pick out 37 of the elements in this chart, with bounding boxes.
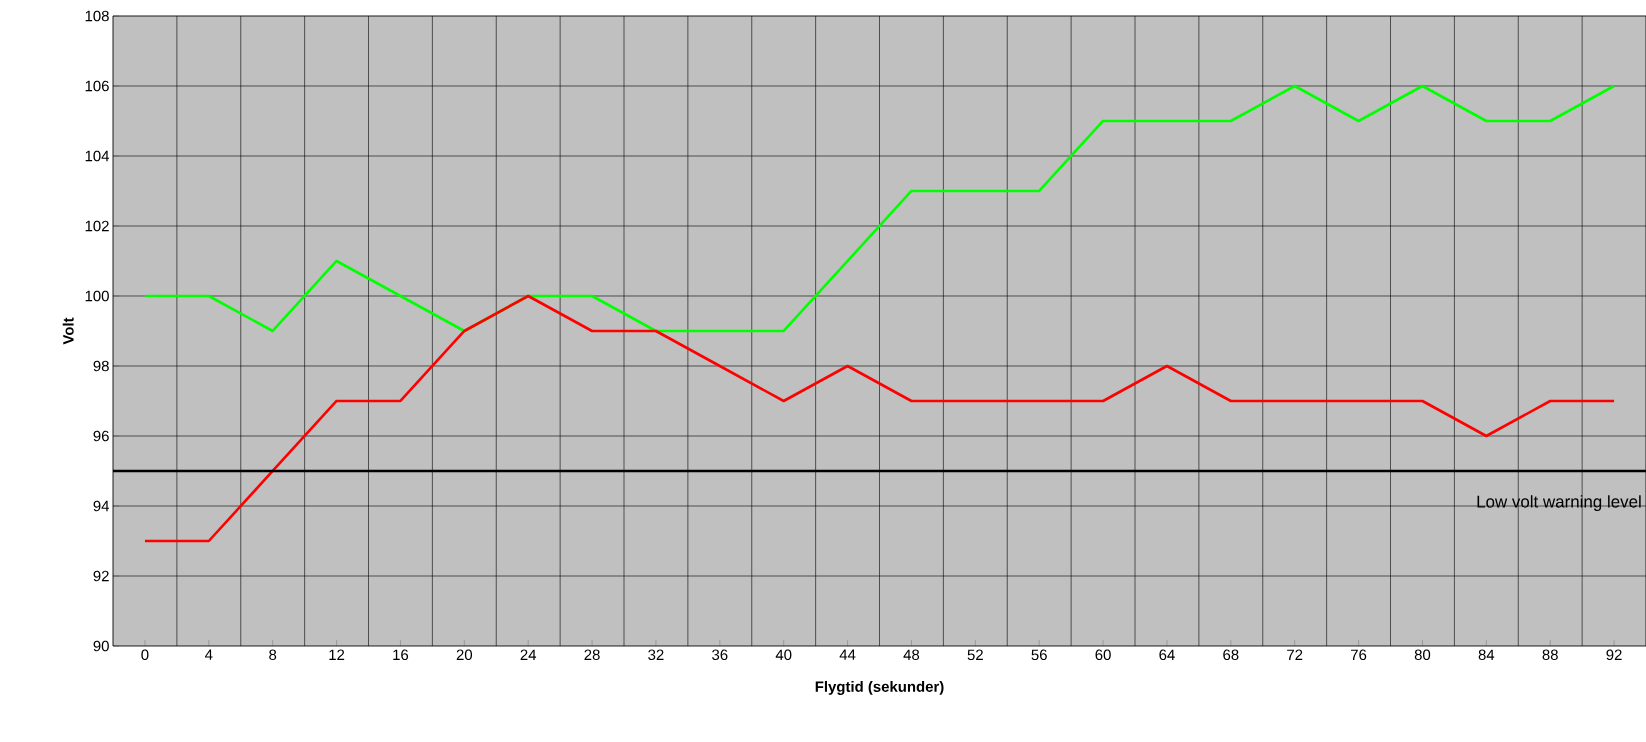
y-tick-label: 100 [85, 290, 109, 302]
x-tick-label: 88 [1542, 649, 1558, 661]
y-tick-label: 90 [93, 640, 109, 652]
y-tick-label: 102 [85, 220, 109, 232]
y-tick-label: 96 [93, 430, 109, 442]
x-tick-label: 64 [1159, 649, 1175, 661]
x-tick-label: 80 [1414, 649, 1431, 661]
y-tick-label: 94 [93, 500, 110, 512]
x-tick-label: 32 [648, 649, 664, 661]
x-tick-label: 0 [141, 649, 149, 661]
x-tick-label: 48 [903, 649, 920, 661]
x-tick-label: 36 [712, 649, 728, 661]
x-tick-label: 12 [329, 649, 345, 660]
x-tick-label: 24 [520, 649, 537, 660]
x-tick-label: 84 [1478, 649, 1495, 661]
y-axis-title: Volt [62, 317, 74, 345]
x-tick-label: 76 [1351, 649, 1367, 661]
x-tick-label: 56 [1031, 649, 1047, 661]
x-tick-label: 4 [205, 649, 213, 660]
y-tick-label: 92 [93, 570, 109, 582]
y-tick-label: 98 [93, 360, 109, 372]
x-tick-label: 8 [269, 649, 277, 661]
x-tick-label: 40 [775, 649, 792, 661]
y-tick-label: 106 [85, 80, 109, 92]
y-tick-label: 108 [85, 10, 109, 22]
x-axis-title: Flygtid (sekunder) [815, 680, 944, 695]
x-tick-label: 44 [839, 649, 856, 660]
ref-line-label: Low volt warning level [1477, 495, 1641, 511]
y-tick-label: 104 [85, 150, 110, 162]
x-tick-label: 60 [1095, 649, 1111, 661]
x-tick-label: 68 [1223, 649, 1239, 661]
x-tick-label: 72 [1287, 649, 1303, 660]
x-tick-label: 92 [1606, 649, 1622, 661]
x-tick-label: 16 [393, 649, 409, 661]
x-tick-label: 28 [584, 649, 600, 661]
x-tick-label: 20 [456, 649, 473, 661]
x-tick-label: 52 [967, 649, 983, 661]
